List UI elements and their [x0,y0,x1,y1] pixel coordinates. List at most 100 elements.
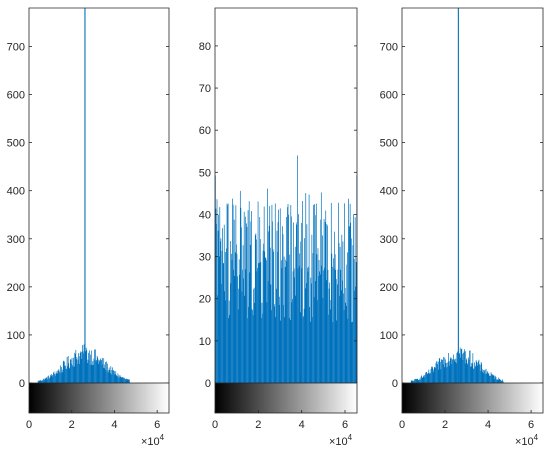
x-tick-label: 6 [154,419,160,431]
histogram-bar [229,241,231,383]
histogram-bar [228,318,230,383]
histogram-bar [99,360,101,383]
histogram-bar [486,373,487,383]
y-tick-label: 700 [7,41,25,53]
histogram-bar [107,372,109,383]
histogram-bar [295,224,297,383]
histogram-bar [38,380,40,383]
histogram-bar [318,276,319,383]
histogram-bar [459,347,461,383]
histogram-bar [347,252,348,383]
histogram-bar [90,364,92,383]
histogram-bar [95,349,96,383]
histogram-bar [48,375,49,383]
histogram-bar [218,256,220,383]
histogram-bar [449,358,451,383]
histogram-bar [302,200,303,383]
histogram-bar [438,361,440,383]
histogram-bar [233,219,235,383]
histogram-bar [241,291,243,383]
histogram-bar [100,360,102,383]
histogram-bar [260,262,262,383]
histogram-bar [475,365,476,383]
histogram-bar [246,223,247,383]
histogram-bar [487,373,489,383]
histogram-bar [50,375,52,383]
histogram-bar [60,365,61,383]
histogram-bar [237,276,238,383]
histogram-bar [461,349,463,383]
y-tick-label: 200 [380,282,398,294]
histogram-bar [124,378,126,383]
histogram-bar [468,359,470,383]
histogram-bar [242,245,244,383]
histogram-bar [319,274,321,383]
histogram-bar [460,357,462,383]
histogram-bar [71,357,73,383]
histogram-bar [448,353,449,383]
histogram-bar [54,374,55,383]
histogram-bars [410,347,504,383]
histogram-bar [449,361,451,383]
histogram-bar [429,372,431,383]
histogram-bar [107,363,108,383]
histogram-bar [39,380,41,383]
histogram-bar [322,297,324,383]
histogram-bar [49,376,51,383]
histogram-bar [320,192,322,383]
x-tick-label: 4 [299,419,305,431]
histogram-bar [72,365,73,383]
histogram-bar [221,250,223,383]
histogram-bar [120,376,122,383]
histogram-bar [113,370,114,383]
histogram-bar [420,376,422,383]
y-tick-label: 500 [7,138,25,150]
histogram-bar [332,266,333,383]
x-tick-label: 2 [69,419,75,431]
histogram-bar [463,352,464,383]
y-tick-label: 0 [392,378,398,390]
histogram-bar [247,318,248,383]
histogram-bar [494,375,496,383]
histogram-bar [125,379,126,383]
histogram-bar [254,302,256,383]
histogram-bar [100,358,101,383]
histogram-bar [273,304,275,383]
histogram-bar [417,380,419,383]
histogram-bar [483,373,485,383]
histogram-bars [215,155,358,383]
histogram-bar [51,375,53,383]
histogram-bar [40,380,42,383]
histogram-bar [71,363,72,383]
histogram-bar [467,363,469,383]
histogram-bar [220,238,222,383]
histogram-bar [262,313,263,383]
histogram-bar [74,352,76,383]
histogram-bar [65,365,66,383]
histogram-bar [348,226,350,383]
histogram-bar [490,372,492,383]
x-axis: 0 2 4 6 [26,410,160,431]
axes-frame [401,7,544,383]
histogram-bar [355,286,357,383]
histogram-bar [419,379,420,383]
histogram-bar [45,377,47,383]
histogram-bar [281,260,282,383]
histogram-bar [99,361,100,383]
histogram-bar [69,368,71,383]
histogram-bar [47,376,49,383]
histogram-bar [66,368,67,383]
histogram-bar [112,367,113,383]
histogram-bar [288,214,289,383]
x-exponent-label: ×104 [515,433,539,448]
histogram-bar [502,381,504,383]
histogram-bar [323,219,325,383]
histogram-bar [268,225,270,383]
histogram-bar [239,274,241,383]
histogram-bar [81,358,83,383]
histogram-bar [251,309,253,383]
histogram-bar [422,377,424,383]
histogram-bar [481,369,483,383]
histogram-bar [217,230,219,383]
